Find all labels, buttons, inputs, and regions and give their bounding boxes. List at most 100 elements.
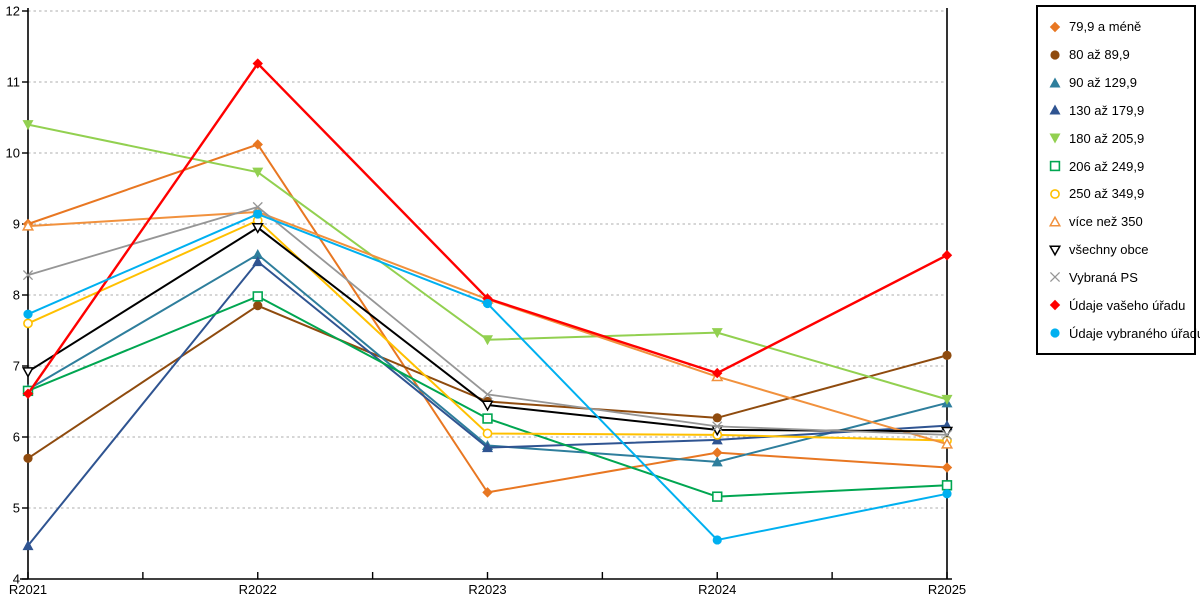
legend-label: Vybraná PS	[1069, 269, 1138, 285]
data-point-marker	[1049, 272, 1061, 283]
y-tick-label: 8	[13, 288, 20, 303]
legend-label: více než 350	[1069, 214, 1143, 230]
data-point-marker	[252, 291, 263, 302]
data-point-marker	[253, 209, 263, 219]
y-tick-label: 7	[13, 359, 20, 374]
triangle-down-open-legend-icon	[1048, 243, 1062, 257]
legend-item-10: Vybraná PS	[1048, 265, 1190, 289]
data-point-marker	[1048, 215, 1062, 227]
legend-label: všechny obce	[1069, 242, 1149, 258]
legend-label: Údaje vašeho úřadu	[1069, 297, 1186, 313]
legend-label: 79,9 a méně	[1069, 19, 1142, 35]
data-point-marker	[253, 301, 263, 311]
series-10	[22, 201, 953, 440]
data-point-marker	[22, 120, 34, 131]
data-point-marker	[712, 535, 722, 545]
x-tick-label: R2025	[928, 582, 966, 597]
data-point-marker	[482, 298, 493, 309]
series-1	[22, 139, 953, 498]
series-12	[23, 209, 952, 545]
data-point-marker	[711, 456, 723, 467]
legend-item-6: 206 až 249,9	[1048, 154, 1190, 178]
data-point-marker	[1050, 50, 1060, 60]
data-point-marker	[1050, 188, 1060, 199]
y-tick-label: 12	[6, 4, 20, 19]
legend-label: 180 až 205,9	[1069, 130, 1145, 146]
legend-item-11: Údaje vašeho úřadu	[1048, 293, 1190, 317]
x-tick-label: R2022	[239, 582, 277, 597]
y-tick-label: 9	[13, 217, 20, 232]
y-tick-label: 6	[13, 430, 20, 445]
legend-label: 80 až 89,9	[1069, 47, 1130, 63]
legend-item-7: 250 až 349,9	[1048, 182, 1190, 206]
circle-legend-icon	[1048, 326, 1062, 340]
triangle-open-legend-icon	[1048, 215, 1062, 229]
data-point-marker	[22, 540, 34, 551]
data-point-marker	[22, 388, 34, 399]
y-tick-label: 11	[7, 75, 21, 90]
data-point-marker	[712, 421, 723, 432]
data-point-marker	[942, 489, 952, 499]
series-11	[22, 58, 953, 399]
data-point-marker	[23, 309, 33, 319]
data-point-marker	[1050, 328, 1060, 338]
y-tick-label: 4	[13, 572, 20, 587]
x-tick-label: R2021	[9, 582, 47, 597]
series-5	[22, 120, 953, 405]
circle-open-legend-icon	[1048, 187, 1062, 201]
data-point-marker	[21, 367, 35, 379]
x-legend-icon	[1048, 270, 1062, 284]
data-point-marker	[252, 201, 263, 213]
data-point-marker	[940, 437, 954, 449]
y-tick-label: 5	[13, 501, 20, 516]
line-chart: 4 5 6 7 8 9 10 11 12 R2021 R2022 R2023 R2024 R2025	[6, 4, 967, 598]
data-point-marker	[941, 462, 953, 473]
data-point-marker	[252, 139, 263, 150]
data-point-marker	[23, 318, 33, 329]
data-point-marker	[21, 219, 35, 231]
legend-item-12: Údaje vybraného úřadu	[1048, 321, 1200, 345]
series-4	[22, 256, 953, 551]
legend-item-5: 180 až 205,9	[1048, 126, 1190, 150]
data-point-marker	[711, 328, 723, 339]
data-point-marker	[941, 480, 953, 491]
data-point-marker	[482, 389, 493, 400]
data-point-marker	[482, 442, 493, 453]
data-point-marker	[482, 428, 493, 439]
legend-label: 250 až 349,9	[1069, 186, 1145, 202]
data-point-marker	[1049, 104, 1061, 115]
data-point-marker	[23, 453, 33, 463]
data-point-marker	[252, 58, 263, 69]
data-point-marker	[941, 394, 953, 405]
legend-label: 90 až 129,9	[1069, 75, 1137, 91]
data-point-marker	[941, 250, 953, 261]
data-point-marker	[252, 256, 264, 267]
triangle-legend-icon	[1048, 76, 1062, 90]
data-point-marker	[1049, 21, 1061, 33]
data-point-marker	[482, 335, 493, 346]
diamond-legend-icon	[1048, 298, 1062, 312]
data-point-marker	[712, 413, 722, 423]
data-point-marker	[1049, 77, 1061, 88]
triangle-down-legend-icon	[1048, 131, 1062, 145]
series-8	[21, 205, 954, 449]
x-tick-label: R2024	[698, 582, 736, 597]
x-tick-label: R2023	[468, 582, 506, 597]
chart-legend: 79,9 a méně 80 až 89,9 90 až 129,9 130 až 1…	[1036, 5, 1200, 355]
data-point-marker	[481, 400, 494, 412]
data-point-marker	[1048, 244, 1062, 256]
triangle-legend-icon	[1048, 103, 1062, 117]
data-point-marker	[712, 447, 723, 458]
data-point-marker	[941, 429, 953, 440]
data-point-marker	[1049, 133, 1061, 144]
legend-label: Údaje vybraného úřadu	[1069, 325, 1200, 341]
diamond-legend-icon	[1048, 20, 1062, 34]
data-point-marker	[942, 350, 952, 360]
data-point-marker	[22, 270, 34, 281]
y-tick-label: 10	[6, 146, 20, 161]
legend-item-9: všechny obce	[1048, 238, 1190, 262]
data-point-marker	[1049, 299, 1061, 311]
data-point-marker	[1049, 160, 1061, 172]
data-point-marker	[712, 367, 723, 379]
